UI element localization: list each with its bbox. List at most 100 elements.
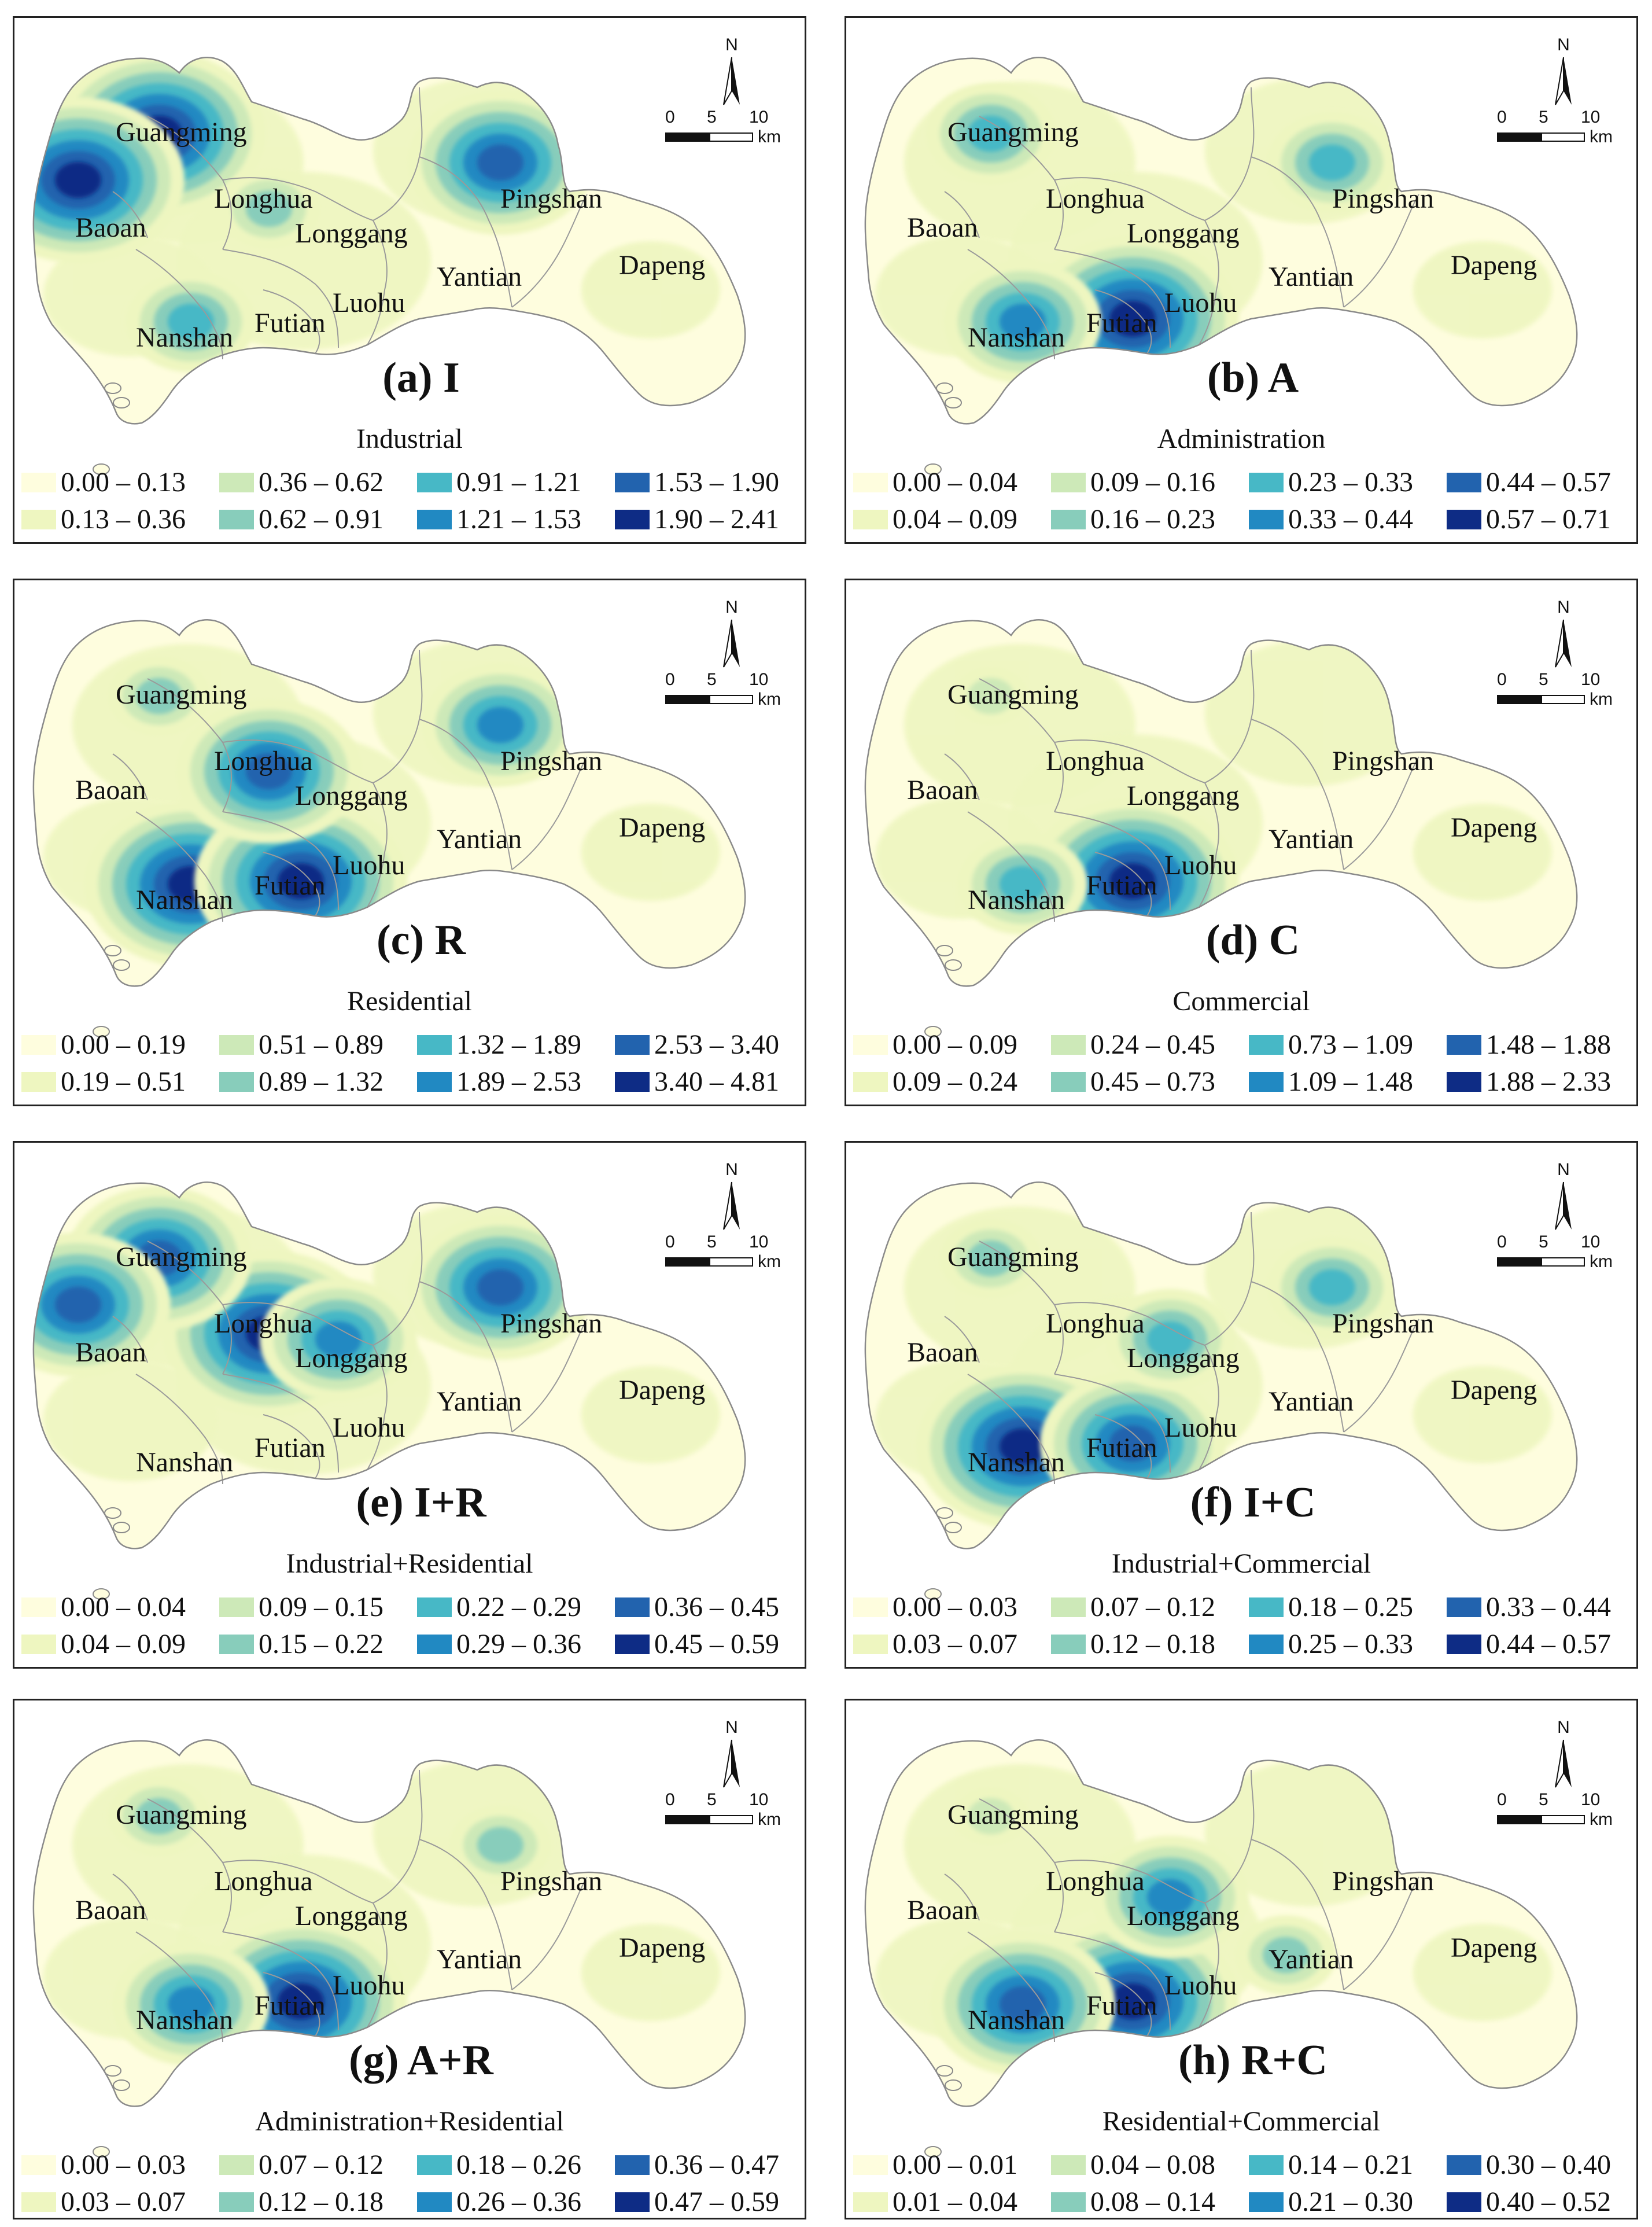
island: [104, 945, 121, 956]
legend-item: 0.36 – 0.47: [615, 2149, 779, 2181]
legend-item: 0.47 – 0.59: [615, 2186, 779, 2218]
scale-bar: 0 5 10 km: [665, 1790, 781, 1830]
scale-tick: 10: [1581, 108, 1601, 127]
map-panel: Guangming Baoan Longhua Longgang Pingshan Yan…: [13, 16, 806, 544]
legend-label: 0.00 – 0.04: [893, 467, 1017, 498]
legend-label: 0.36 – 0.47: [654, 2149, 779, 2180]
legend-swatch: [417, 2155, 452, 2175]
hotspot-longgang: [315, 1321, 362, 1358]
district-label-dapeng: Dapeng: [1451, 1932, 1537, 1963]
density-map: [864, 1739, 1578, 2158]
district-label-baoan: Baoan: [907, 775, 978, 805]
panel-subtitle: Residential+Commercial: [1102, 2106, 1381, 2137]
scale-tick: 5: [707, 1790, 717, 1809]
legend-item: 1.32 – 1.89: [417, 1029, 581, 1061]
legend-swatch: [219, 2192, 254, 2212]
legend-swatch: [21, 1597, 56, 1617]
district-label-longhua: Longhua: [1046, 1308, 1145, 1339]
legend-swatch: [615, 1634, 650, 1654]
legend-swatch: [219, 1035, 254, 1055]
north-arrow: N: [720, 35, 743, 110]
north-label: N: [725, 35, 738, 54]
island: [936, 2065, 953, 2077]
legend-item: 0.08 – 0.14: [1051, 2186, 1215, 2218]
island: [924, 1026, 942, 1037]
legend-item: 0.44 – 0.57: [1447, 1628, 1611, 1660]
north-label: N: [1557, 598, 1570, 617]
district-border: [1094, 289, 1152, 354]
district-border: [367, 220, 388, 345]
legend-swatch: [417, 1634, 452, 1654]
district-border: [222, 177, 374, 221]
density-base: [1413, 241, 1552, 338]
district-border: [1251, 1281, 1344, 1433]
island: [945, 959, 962, 971]
legend-item: 0.91 – 1.21: [417, 466, 581, 498]
district-border: [1199, 782, 1219, 908]
district-label-baoan: Baoan: [75, 1895, 146, 1926]
legend-item: 0.01 – 0.04: [853, 2186, 1017, 2218]
legend-item: 0.16 – 0.23: [1051, 503, 1215, 535]
legend-label: 0.00 – 0.19: [61, 1029, 186, 1060]
district-label-pingshan: Pingshan: [1332, 1308, 1435, 1339]
scale-tick: 0: [665, 1232, 675, 1251]
scale-bar: 0 5 10 km: [1497, 108, 1613, 147]
district-label-guangming: Guangming: [947, 1799, 1079, 1830]
density-base: [1205, 641, 1413, 786]
island: [924, 2146, 942, 2158]
district-label-nanshan: Nanshan: [968, 885, 1065, 915]
scale-bar-black: [1497, 1815, 1541, 1824]
legend-swatch: [1447, 1072, 1481, 1092]
legend-swatch: [417, 472, 452, 492]
district-border: [979, 116, 1064, 250]
district-border: [944, 191, 980, 238]
scale-bar-black: [665, 1815, 709, 1824]
legend-label: 1.53 – 1.90: [654, 467, 779, 498]
legend-item: 2.53 – 3.40: [615, 1029, 779, 1061]
legend-swatch: [1447, 1035, 1481, 1055]
district-label-futian: Futian: [255, 870, 326, 901]
legend-item: 0.12 – 0.18: [219, 2186, 384, 2218]
scale-bar: 0 5 10 km: [1497, 670, 1613, 709]
legend-label: 0.29 – 0.36: [456, 1629, 581, 1659]
panel-subtitle: Industrial: [356, 424, 463, 454]
district-border: [1343, 756, 1419, 870]
district-border: [112, 1316, 148, 1363]
north-label: N: [725, 1160, 738, 1179]
legend-item: 0.00 – 0.03: [853, 1591, 1017, 1623]
legend-swatch: [615, 1072, 650, 1092]
scale-tick: 5: [1539, 670, 1548, 689]
district-label-longgang: Longgang: [295, 1343, 408, 1374]
north-label: N: [725, 1718, 738, 1737]
legend-swatch: [1249, 1597, 1284, 1617]
district-border: [967, 1931, 1055, 2042]
legend-swatch: [853, 509, 888, 529]
district-border: [1251, 719, 1344, 870]
legend-item: 0.45 – 0.59: [615, 1628, 779, 1660]
island: [93, 463, 110, 475]
legend-item: 0.40 – 0.52: [1447, 2186, 1611, 2218]
legend-item: 0.07 – 0.12: [219, 2149, 384, 2181]
district-border: [1251, 1839, 1344, 1990]
island: [936, 382, 953, 394]
district-label-guangming: Guangming: [116, 1799, 247, 1830]
legend-label: 3.40 – 4.81: [654, 1066, 779, 1097]
legend-swatch: [615, 472, 650, 492]
legend-item: 0.21 – 0.30: [1249, 2186, 1413, 2218]
island: [924, 463, 942, 475]
district-label-longhua: Longhua: [1046, 183, 1145, 214]
district-label-pingshan: Pingshan: [1332, 183, 1435, 214]
legend-label: 0.45 – 0.59: [654, 1629, 779, 1659]
map-panel: Guangming Baoan Longhua Longgang Pingshan Yan…: [845, 1699, 1638, 2219]
north-arrow-icon: [723, 619, 740, 668]
legend-swatch: [853, 2192, 888, 2212]
panel-subtitle: Industrial+Commercial: [1111, 1548, 1371, 1579]
island: [924, 1588, 942, 1600]
district-border: [367, 1902, 388, 2028]
legend-label: 0.44 – 0.57: [1486, 1629, 1611, 1659]
district-label-nanshan: Nanshan: [968, 322, 1065, 353]
legend-item: 0.18 – 0.25: [1249, 1591, 1413, 1623]
district-border: [1094, 1972, 1152, 2037]
legend-label: 0.89 – 1.32: [259, 1066, 384, 1097]
legend-item: 0.00 – 0.01: [853, 2149, 1017, 2181]
